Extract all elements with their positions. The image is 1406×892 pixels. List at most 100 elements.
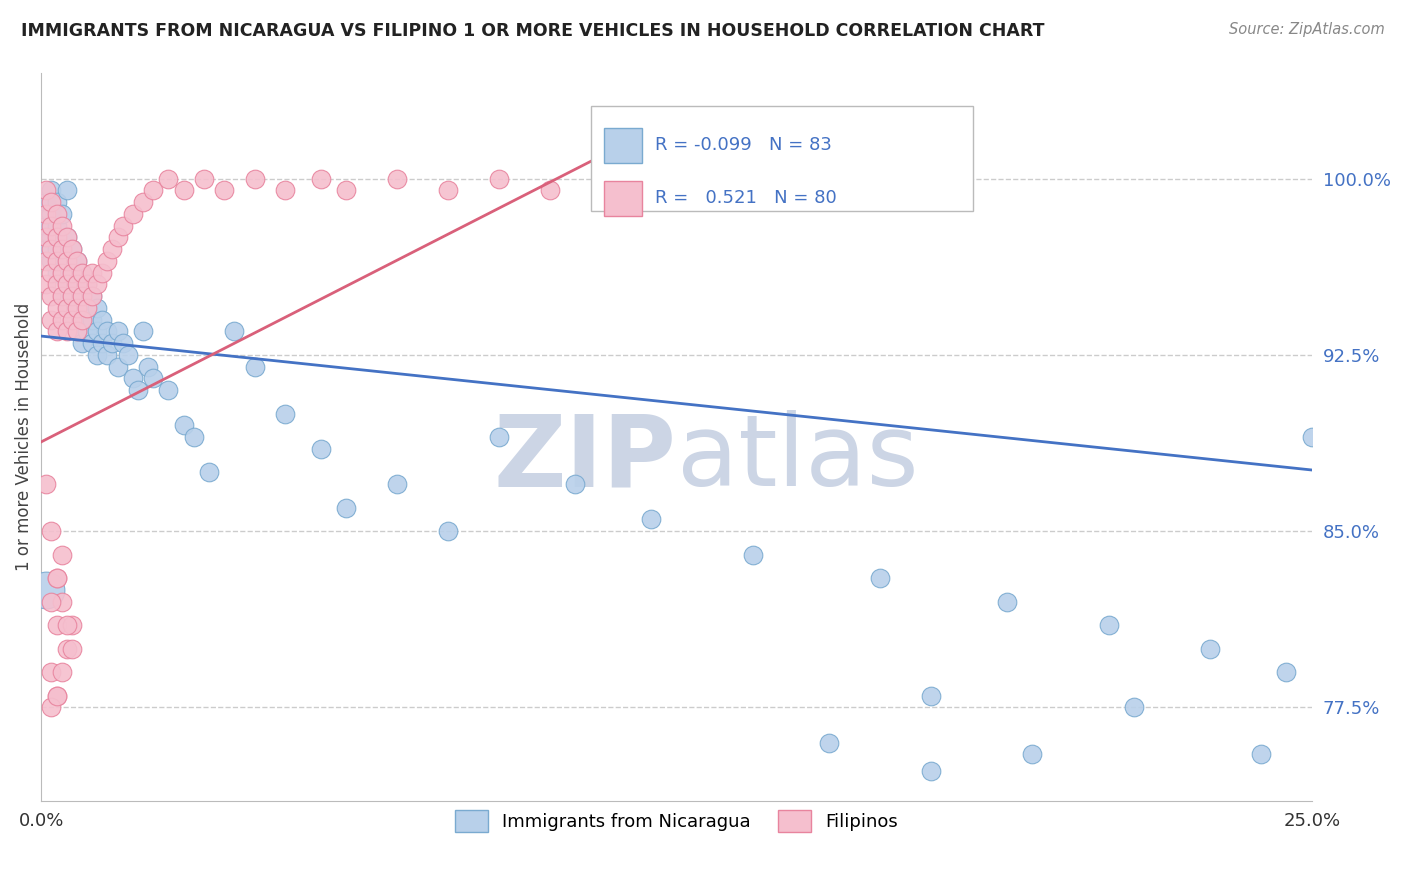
Point bbox=[45, 230, 67, 244]
Point bbox=[45, 689, 67, 703]
Point bbox=[70, 266, 93, 280]
Point bbox=[142, 371, 165, 385]
Point bbox=[157, 171, 180, 186]
Point bbox=[60, 242, 83, 256]
Point bbox=[51, 289, 73, 303]
Point bbox=[76, 277, 98, 292]
FancyBboxPatch shape bbox=[605, 181, 643, 216]
Point bbox=[86, 277, 108, 292]
Point bbox=[66, 301, 89, 315]
Point bbox=[51, 594, 73, 608]
Point bbox=[183, 430, 205, 444]
Point bbox=[76, 277, 98, 292]
Point bbox=[66, 254, 89, 268]
Point bbox=[111, 336, 134, 351]
Point bbox=[385, 477, 408, 491]
Point bbox=[51, 207, 73, 221]
Point bbox=[1021, 747, 1043, 762]
Point bbox=[35, 219, 58, 233]
Point bbox=[55, 254, 77, 268]
Point bbox=[35, 242, 58, 256]
Point bbox=[45, 195, 67, 210]
Point bbox=[41, 183, 63, 197]
Point bbox=[70, 312, 93, 326]
Point bbox=[96, 325, 118, 339]
Point bbox=[55, 183, 77, 197]
Point bbox=[82, 336, 104, 351]
Text: Source: ZipAtlas.com: Source: ZipAtlas.com bbox=[1229, 22, 1385, 37]
Point bbox=[920, 764, 942, 778]
Point bbox=[45, 266, 67, 280]
Point bbox=[173, 418, 195, 433]
Point bbox=[193, 171, 215, 186]
Point bbox=[55, 277, 77, 292]
Point bbox=[60, 312, 83, 326]
Point bbox=[127, 383, 149, 397]
Point bbox=[132, 325, 155, 339]
FancyBboxPatch shape bbox=[605, 128, 643, 163]
Point bbox=[66, 254, 89, 268]
Point bbox=[107, 325, 129, 339]
Point bbox=[101, 336, 124, 351]
Point bbox=[142, 183, 165, 197]
Point bbox=[51, 266, 73, 280]
Point bbox=[1275, 665, 1298, 679]
Point bbox=[82, 312, 104, 326]
Point bbox=[66, 325, 89, 339]
Point bbox=[564, 477, 586, 491]
Point bbox=[51, 289, 73, 303]
Point bbox=[111, 219, 134, 233]
Point bbox=[198, 466, 221, 480]
Point bbox=[243, 171, 266, 186]
Point bbox=[818, 735, 841, 749]
Point bbox=[51, 242, 73, 256]
Point bbox=[70, 289, 93, 303]
Point bbox=[274, 407, 297, 421]
Point bbox=[70, 312, 93, 326]
Point bbox=[309, 442, 332, 456]
Point bbox=[66, 325, 89, 339]
Point bbox=[76, 325, 98, 339]
Point bbox=[51, 665, 73, 679]
Point bbox=[60, 618, 83, 632]
Point bbox=[35, 207, 58, 221]
Point bbox=[1123, 700, 1146, 714]
Point bbox=[60, 641, 83, 656]
Point bbox=[55, 277, 77, 292]
Point bbox=[45, 571, 67, 585]
Text: R =   0.521   N = 80: R = 0.521 N = 80 bbox=[655, 189, 837, 207]
Point bbox=[35, 254, 58, 268]
Point bbox=[274, 183, 297, 197]
Point bbox=[91, 336, 114, 351]
Point bbox=[91, 312, 114, 326]
Point bbox=[538, 183, 561, 197]
Point bbox=[45, 230, 67, 244]
Point bbox=[82, 289, 104, 303]
Text: R = -0.099   N = 83: R = -0.099 N = 83 bbox=[655, 136, 832, 154]
Point bbox=[41, 665, 63, 679]
Point bbox=[385, 171, 408, 186]
Point bbox=[101, 242, 124, 256]
Point bbox=[55, 230, 77, 244]
Point bbox=[51, 219, 73, 233]
Point bbox=[55, 641, 77, 656]
Point bbox=[70, 336, 93, 351]
Point bbox=[60, 266, 83, 280]
Point bbox=[60, 266, 83, 280]
Point bbox=[51, 242, 73, 256]
Point bbox=[869, 571, 891, 585]
Point bbox=[60, 289, 83, 303]
Point bbox=[51, 548, 73, 562]
Point bbox=[96, 348, 118, 362]
Point bbox=[45, 689, 67, 703]
Point bbox=[86, 301, 108, 315]
Text: atlas: atlas bbox=[676, 410, 918, 508]
Point bbox=[35, 230, 58, 244]
Point bbox=[45, 254, 67, 268]
Point bbox=[437, 524, 460, 538]
Point bbox=[55, 325, 77, 339]
Point bbox=[157, 383, 180, 397]
Point bbox=[76, 301, 98, 315]
Point bbox=[45, 277, 67, 292]
Point bbox=[136, 359, 159, 374]
